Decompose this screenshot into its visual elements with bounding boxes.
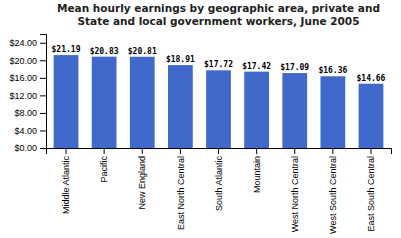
- x-tick-label: East South Central: [366, 156, 376, 232]
- y-tick-mark: [40, 113, 46, 114]
- x-tick: West South Central: [328, 148, 338, 234]
- y-tick: $12.00: [9, 91, 46, 101]
- chart-container: Mean hourly earnings by geographic area,…: [0, 0, 401, 238]
- y-axis-line: [40, 35, 47, 149]
- y-tick-mark: [40, 130, 46, 131]
- y-tick: $24.00: [9, 38, 46, 48]
- x-tick-mark: [218, 148, 219, 154]
- y-tick: $20.00: [9, 56, 46, 66]
- y-tick: $16.00: [9, 73, 46, 83]
- x-axis-line: [47, 149, 392, 155]
- y-tick: $0.00: [14, 143, 46, 153]
- bar: [206, 70, 231, 148]
- data-label: $16.36: [318, 66, 347, 75]
- y-tick: $8.00: [14, 108, 46, 118]
- x-tick: South Atlantic: [214, 148, 224, 211]
- bars: [54, 55, 384, 148]
- x-tick: Middle Atlantic: [61, 148, 71, 214]
- x-tick-label: East North Central: [176, 156, 186, 230]
- bar: [168, 65, 193, 148]
- data-label: $18.91: [166, 55, 195, 64]
- y-tick-mark: [40, 148, 46, 149]
- y-axis: $0.00 $4.00 $8.00 $12.00 $16.00 $20.00 $24.00: [9, 35, 46, 154]
- data-labels: $21.19 $20.83 $20.81 $18.91 $17.72 $17.42 $17.…: [52, 45, 386, 83]
- y-tick-label: $0.00: [14, 143, 37, 153]
- x-tick-label: South Atlantic: [214, 156, 224, 212]
- data-label: $14.66: [357, 74, 386, 83]
- bar: [282, 73, 307, 148]
- data-label: $17.72: [204, 60, 233, 69]
- bar: [130, 57, 155, 148]
- y-tick-label: $20.00: [9, 56, 37, 66]
- data-label: $17.09: [280, 63, 309, 72]
- x-tick: New England: [137, 148, 147, 210]
- data-label: $17.42: [242, 62, 271, 71]
- data-label: $20.81: [128, 47, 157, 56]
- y-tick: $4.00: [14, 126, 46, 136]
- plot: $0.00 $4.00 $8.00 $12.00 $16.00 $20.00 $24.00 M…: [9, 35, 391, 234]
- title: Mean hourly earnings by geographic area,…: [57, 2, 380, 27]
- bar: [359, 84, 384, 148]
- x-tick: Pacific: [99, 148, 109, 183]
- y-tick-mark: [40, 60, 46, 61]
- x-tick-mark: [104, 148, 105, 154]
- x-tick: East South Central: [366, 148, 376, 232]
- x-tick: Mountain: [252, 148, 262, 193]
- y-tick-label: $4.00: [14, 126, 37, 136]
- y-tick-mark: [40, 95, 46, 96]
- x-tick-label: New England: [137, 156, 147, 210]
- x-axis: Middle Atlantic Pacific New England East No…: [47, 148, 392, 234]
- x-tick-mark: [256, 148, 257, 154]
- bar: [320, 76, 345, 148]
- x-tick-label: Mountain: [252, 156, 262, 193]
- y-tick-label: $16.00: [9, 73, 37, 83]
- bar: [244, 72, 269, 148]
- x-tick-mark: [294, 148, 295, 154]
- x-tick-label: Middle Atlantic: [61, 156, 71, 215]
- x-tick-mark: [142, 148, 143, 154]
- data-label: $21.19: [52, 45, 81, 54]
- x-tick: West North Central: [290, 148, 300, 232]
- y-tick-label: $24.00: [9, 38, 37, 48]
- x-tick-mark: [332, 148, 333, 154]
- x-tick-label: Pacific: [99, 156, 109, 183]
- y-tick-label: $8.00: [14, 108, 37, 118]
- bar: [54, 55, 79, 148]
- x-tick-label: West South Central: [328, 156, 338, 234]
- x-tick-mark: [66, 148, 67, 154]
- x-tick-mark: [370, 148, 371, 154]
- y-tick-mark: [40, 78, 46, 79]
- y-tick-label: $12.00: [9, 91, 37, 101]
- x-tick-mark: [180, 148, 181, 154]
- chart: Mean hourly earnings by geographic area,…: [0, 0, 401, 238]
- bar: [92, 57, 117, 148]
- y-tick-mark: [40, 43, 46, 44]
- data-label: $20.83: [90, 47, 119, 56]
- x-tick: East North Central: [176, 148, 186, 230]
- x-tick-label: West North Central: [290, 156, 300, 232]
